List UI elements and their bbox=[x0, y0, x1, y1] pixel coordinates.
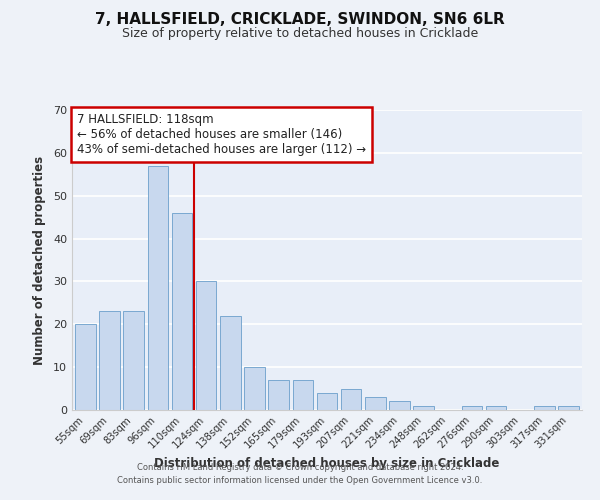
Text: Contains public sector information licensed under the Open Government Licence v3: Contains public sector information licen… bbox=[118, 476, 482, 485]
Bar bbox=[486, 406, 506, 410]
Bar bbox=[99, 312, 120, 410]
Text: 7, HALLSFIELD, CRICKLADE, SWINDON, SN6 6LR: 7, HALLSFIELD, CRICKLADE, SWINDON, SN6 6… bbox=[95, 12, 505, 28]
Bar bbox=[293, 380, 313, 410]
Bar bbox=[196, 282, 217, 410]
Bar bbox=[534, 406, 555, 410]
Bar bbox=[220, 316, 241, 410]
Bar bbox=[462, 406, 482, 410]
Bar bbox=[244, 367, 265, 410]
Text: Contains HM Land Registry data © Crown copyright and database right 2024.: Contains HM Land Registry data © Crown c… bbox=[137, 464, 463, 472]
Bar bbox=[559, 406, 579, 410]
Text: Size of property relative to detached houses in Cricklade: Size of property relative to detached ho… bbox=[122, 28, 478, 40]
Bar bbox=[341, 388, 361, 410]
Bar bbox=[317, 393, 337, 410]
Bar bbox=[75, 324, 95, 410]
Bar bbox=[148, 166, 168, 410]
Bar bbox=[268, 380, 289, 410]
Bar bbox=[172, 213, 192, 410]
Bar bbox=[124, 312, 144, 410]
X-axis label: Distribution of detached houses by size in Cricklade: Distribution of detached houses by size … bbox=[154, 458, 500, 470]
Text: 7 HALLSFIELD: 118sqm
← 56% of detached houses are smaller (146)
43% of semi-deta: 7 HALLSFIELD: 118sqm ← 56% of detached h… bbox=[77, 113, 366, 156]
Bar bbox=[365, 397, 386, 410]
Bar bbox=[413, 406, 434, 410]
Y-axis label: Number of detached properties: Number of detached properties bbox=[33, 156, 46, 364]
Bar bbox=[389, 402, 410, 410]
